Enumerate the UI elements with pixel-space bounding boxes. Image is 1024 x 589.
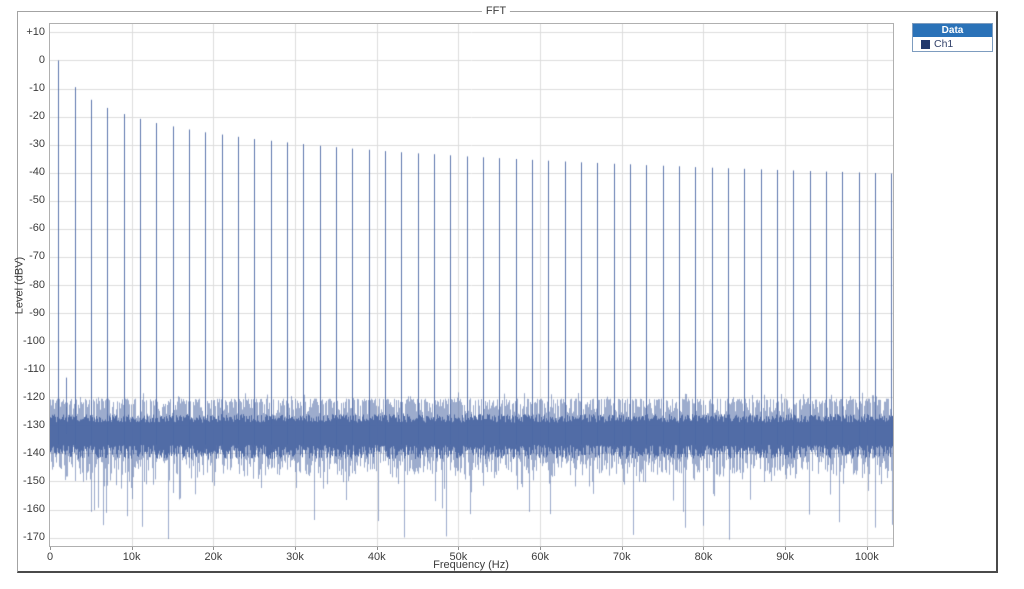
y-tick-label: -100 xyxy=(22,334,45,347)
x-axis-title: Frequency (Hz) xyxy=(433,559,509,571)
legend[interactable]: Data Ch1 xyxy=(912,23,993,52)
x-tick-label: 50k xyxy=(449,551,468,563)
y-tick-label: -60 xyxy=(29,222,45,235)
y-tick-label: -30 xyxy=(29,138,45,151)
legend-swatch-ch1 xyxy=(921,39,930,49)
y-tick-label: -40 xyxy=(29,166,45,179)
x-tick-mark xyxy=(785,547,787,550)
x-tick-mark xyxy=(703,547,705,550)
x-tick-mark xyxy=(295,547,297,550)
x-tick-mark xyxy=(376,547,378,550)
y-tick-label: -70 xyxy=(29,250,45,263)
y-tick-label: -130 xyxy=(22,418,45,431)
x-tick-label: 70k xyxy=(612,551,631,563)
y-tick-label: -90 xyxy=(29,306,45,319)
y-tick-label: -110 xyxy=(23,362,45,375)
figure-title: FFT xyxy=(481,5,511,18)
plot-area xyxy=(49,23,894,547)
x-tick-mark xyxy=(131,547,133,550)
x-tick-mark xyxy=(540,547,542,550)
legend-header: Data xyxy=(913,24,992,37)
x-tick-label: 80k xyxy=(694,551,713,563)
fft-plot-canvas[interactable] xyxy=(50,24,893,546)
x-tick-label: 10k xyxy=(122,551,141,563)
x-tick-label: 30k xyxy=(286,551,304,563)
x-tick-label: 20k xyxy=(204,551,223,563)
y-tick-label: -170 xyxy=(22,531,45,544)
x-tick-mark xyxy=(621,547,623,550)
y-tick-label: -140 xyxy=(22,446,45,459)
x-tick-mark xyxy=(213,547,215,550)
legend-series-label: Ch1 xyxy=(934,38,954,50)
y-tick-label: -80 xyxy=(29,278,45,291)
x-tick-label: 90k xyxy=(776,551,795,563)
y-tick-label: -10 xyxy=(29,82,45,95)
y-tick-label: -120 xyxy=(22,390,45,403)
x-tick-label: 100k xyxy=(854,551,879,563)
x-tick-mark xyxy=(458,547,460,550)
y-tick-label: 0 xyxy=(38,53,45,66)
y-tick-label: -160 xyxy=(22,503,45,516)
x-tick-label: 40k xyxy=(367,551,386,563)
x-tick-label: 60k xyxy=(531,551,549,563)
y-tick-label: -20 xyxy=(29,110,45,123)
x-tick-mark xyxy=(866,547,868,550)
x-tick-label: 0 xyxy=(46,551,54,563)
y-tick-label: -50 xyxy=(29,194,45,207)
x-tick-mark xyxy=(50,547,51,550)
legend-row-ch1[interactable]: Ch1 xyxy=(913,37,992,51)
y-tick-label: -150 xyxy=(22,474,45,487)
y-tick-label: +10 xyxy=(26,25,45,38)
